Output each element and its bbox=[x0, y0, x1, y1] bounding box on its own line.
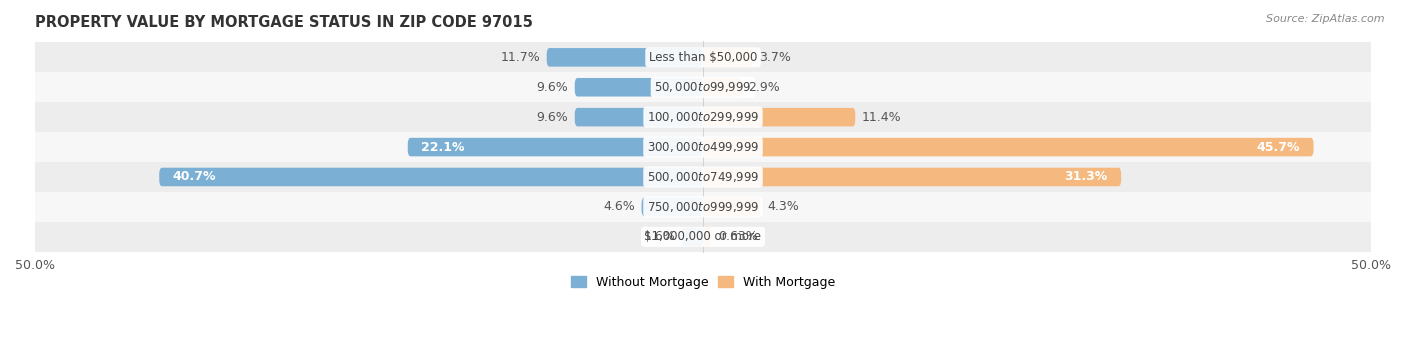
Text: $1,000,000 or more: $1,000,000 or more bbox=[644, 230, 762, 243]
Text: 2.9%: 2.9% bbox=[748, 81, 780, 94]
Text: 11.4%: 11.4% bbox=[862, 110, 901, 124]
FancyBboxPatch shape bbox=[159, 168, 703, 186]
Text: 0.63%: 0.63% bbox=[718, 230, 758, 243]
FancyBboxPatch shape bbox=[641, 198, 703, 216]
Bar bbox=[35, 222, 1371, 252]
FancyBboxPatch shape bbox=[703, 78, 742, 97]
Text: 1.6%: 1.6% bbox=[643, 230, 675, 243]
Bar bbox=[35, 192, 1371, 222]
FancyBboxPatch shape bbox=[547, 48, 703, 67]
Bar bbox=[35, 132, 1371, 162]
Bar bbox=[35, 162, 1371, 192]
Text: 9.6%: 9.6% bbox=[536, 110, 568, 124]
Text: 11.7%: 11.7% bbox=[501, 51, 540, 64]
Text: 45.7%: 45.7% bbox=[1257, 140, 1301, 154]
Text: 4.3%: 4.3% bbox=[768, 200, 799, 214]
Bar bbox=[35, 102, 1371, 132]
FancyBboxPatch shape bbox=[703, 138, 1313, 156]
FancyBboxPatch shape bbox=[703, 108, 855, 126]
FancyBboxPatch shape bbox=[703, 227, 711, 246]
Text: 3.7%: 3.7% bbox=[759, 51, 792, 64]
Legend: Without Mortgage, With Mortgage: Without Mortgage, With Mortgage bbox=[565, 271, 841, 294]
FancyBboxPatch shape bbox=[703, 168, 1121, 186]
Bar bbox=[35, 42, 1371, 72]
FancyBboxPatch shape bbox=[682, 227, 703, 246]
Text: $750,000 to $999,999: $750,000 to $999,999 bbox=[647, 200, 759, 214]
Text: $50,000 to $99,999: $50,000 to $99,999 bbox=[654, 80, 752, 94]
Text: $100,000 to $299,999: $100,000 to $299,999 bbox=[647, 110, 759, 124]
Text: 31.3%: 31.3% bbox=[1064, 170, 1108, 184]
Text: Source: ZipAtlas.com: Source: ZipAtlas.com bbox=[1267, 14, 1385, 23]
FancyBboxPatch shape bbox=[575, 78, 703, 97]
Text: PROPERTY VALUE BY MORTGAGE STATUS IN ZIP CODE 97015: PROPERTY VALUE BY MORTGAGE STATUS IN ZIP… bbox=[35, 15, 533, 30]
Text: 9.6%: 9.6% bbox=[536, 81, 568, 94]
FancyBboxPatch shape bbox=[408, 138, 703, 156]
Text: 40.7%: 40.7% bbox=[173, 170, 217, 184]
FancyBboxPatch shape bbox=[703, 48, 752, 67]
Text: 4.6%: 4.6% bbox=[603, 200, 636, 214]
Bar bbox=[35, 72, 1371, 102]
FancyBboxPatch shape bbox=[703, 198, 761, 216]
Text: 22.1%: 22.1% bbox=[422, 140, 464, 154]
Text: $300,000 to $499,999: $300,000 to $499,999 bbox=[647, 140, 759, 154]
Text: Less than $50,000: Less than $50,000 bbox=[648, 51, 758, 64]
Text: $500,000 to $749,999: $500,000 to $749,999 bbox=[647, 170, 759, 184]
FancyBboxPatch shape bbox=[575, 108, 703, 126]
